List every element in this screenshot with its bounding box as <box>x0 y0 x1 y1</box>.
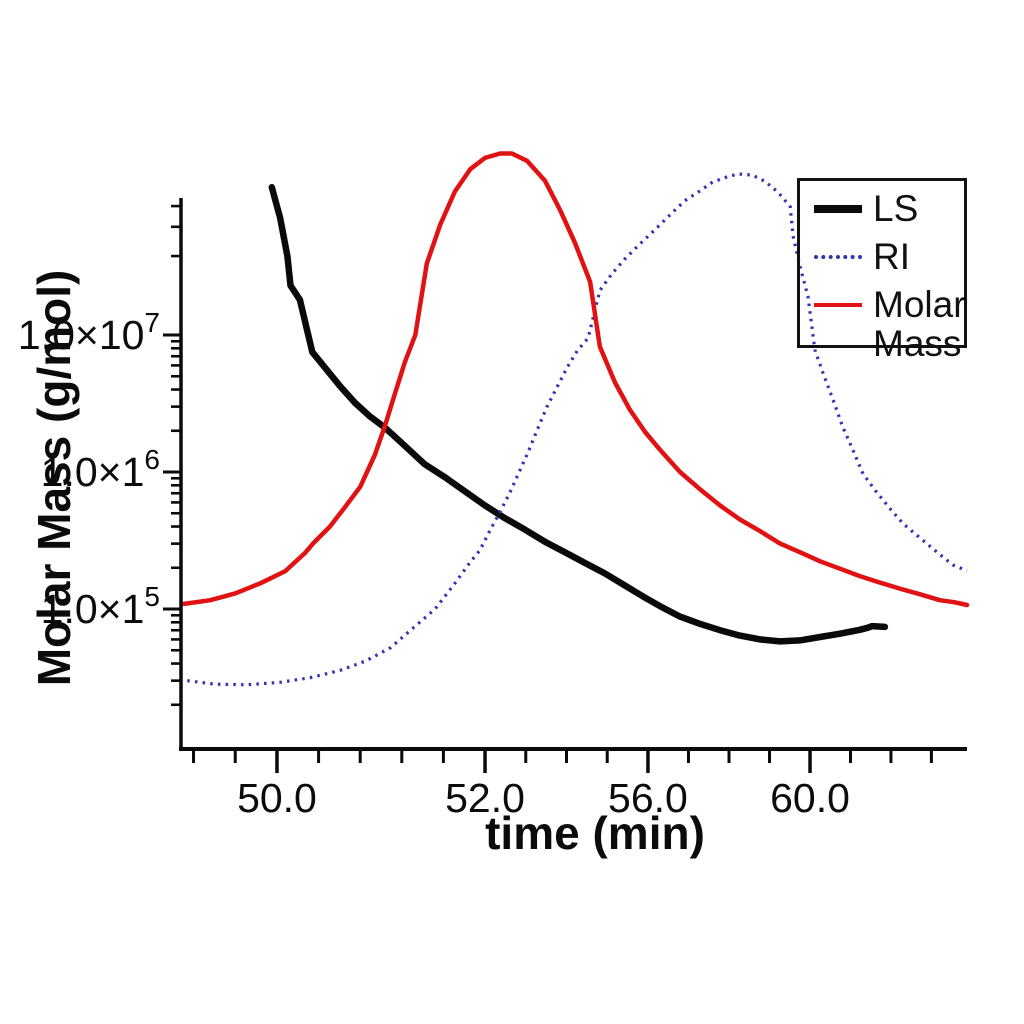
legend-label-ls: LS <box>873 188 919 229</box>
legend-item-molar-mass: Molar Mass <box>814 283 966 364</box>
x-tick-label: 60.0 <box>770 775 850 821</box>
series-molar-mass <box>181 151 970 608</box>
series-ls <box>268 183 889 645</box>
x-tick-label: 56.0 <box>608 775 688 821</box>
x-tick-label: 50.0 <box>237 775 317 821</box>
y-tick-label: 1.0×16 <box>41 444 160 495</box>
y-tick-label: 1.0×107 <box>18 307 160 358</box>
legend-item-ri: RI <box>814 235 964 277</box>
ri-line-swatch <box>814 254 862 259</box>
molar-mass-line-swatch <box>814 302 862 307</box>
x-axis-title: time (min) <box>485 807 705 859</box>
legend-label-ri: RI <box>873 235 910 277</box>
legend-item-ls: LS <box>814 188 964 229</box>
x-tick-label: 52.0 <box>445 775 525 821</box>
legend-label-molar-mass: Molar Mass <box>873 283 966 364</box>
y-tick-label: 1.0×15 <box>41 581 160 632</box>
ls-line-swatch <box>814 205 862 213</box>
y-axis-title: Molar Mass (g/mol) <box>28 269 80 687</box>
series-ri <box>187 172 968 687</box>
legend: LS RI Molar Mass <box>797 178 967 362</box>
